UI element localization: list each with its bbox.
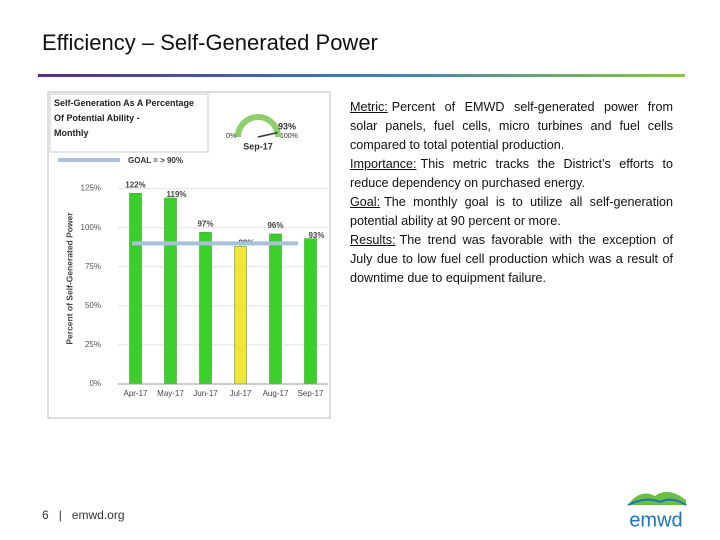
bar — [199, 232, 212, 385]
y-axis-label: Percent of Self-Generated Power — [64, 212, 74, 345]
body-label: Importance: — [350, 157, 417, 171]
gauge-arc — [235, 114, 281, 138]
x-tick-label: Apr-17 — [123, 389, 148, 398]
y-tick-label: 25% — [85, 340, 101, 349]
bar-value-label: 96% — [267, 221, 283, 230]
bar-value-label: 122% — [125, 180, 145, 189]
logo-wave — [627, 498, 687, 506]
footer: 6 | emwd.org — [42, 508, 135, 522]
gauge-value: 93% — [278, 121, 296, 131]
y-tick-label: 125% — [81, 184, 101, 193]
bar — [164, 197, 177, 385]
x-tick-label: Sep-17 — [298, 389, 324, 398]
x-tick-label: May-17 — [157, 389, 184, 398]
bar — [129, 193, 142, 385]
y-tick-label: 100% — [81, 223, 101, 232]
body-paragraph: Results: The trend was favorable with the… — [350, 231, 673, 288]
body-text: The monthly goal is to utilize all self-… — [350, 195, 673, 228]
goal-legend-label: GOAL = > 90% — [128, 156, 183, 165]
footer-separator: | — [58, 508, 62, 522]
chart-legend-box — [49, 93, 209, 153]
gauge-min: 0% — [226, 133, 236, 140]
gauge-label: Sep-17 — [243, 141, 273, 151]
y-tick-label: 0% — [89, 379, 101, 388]
logo-mountain — [628, 491, 686, 505]
bar-value-label: 119% — [166, 190, 186, 199]
logo-text: emwd — [629, 509, 682, 531]
x-tick-label: Jul-17 — [230, 389, 252, 398]
bar-value-label: 93% — [308, 231, 324, 240]
body-label: Results: — [350, 233, 396, 247]
y-tick-label: 50% — [85, 301, 101, 310]
body-text: This metric tracks the District’s effort… — [350, 157, 673, 190]
title-rule — [38, 74, 685, 77]
body-label: Goal: — [350, 195, 381, 209]
body-text: The trend was favorable with the excepti… — [350, 233, 673, 285]
body-text: Metric: Percent of EMWD self-generated po… — [350, 98, 673, 288]
page-number: 6 — [42, 508, 49, 522]
bar-value-label: 97% — [197, 220, 213, 229]
bar — [269, 233, 282, 385]
body-paragraph: Goal: The monthly goal is to utilize all … — [350, 193, 673, 231]
chart-title: Self-Generation As A Percentage Of Potent… — [54, 98, 194, 138]
y-tick-label: 75% — [85, 262, 101, 271]
x-tick-label: Jun-17 — [193, 389, 218, 398]
x-tick-label: Aug-17 — [263, 389, 289, 398]
footer-site: emwd.org — [71, 508, 125, 522]
bar — [234, 246, 247, 385]
gauge-needle — [257, 131, 278, 138]
body-paragraph: Metric: Percent of EMWD self-generated po… — [350, 98, 673, 155]
bar — [304, 238, 317, 385]
slide-title: Efficiency – Self-Generated Power — [42, 30, 378, 55]
body-label: Metric: — [350, 100, 388, 114]
body-text: Percent of EMWD self-generated power fro… — [350, 100, 673, 152]
body-paragraph: Importance: This metric tracks the Distri… — [350, 155, 673, 193]
gauge-max: 100% — [280, 133, 298, 140]
logo: emwd — [627, 491, 687, 531]
